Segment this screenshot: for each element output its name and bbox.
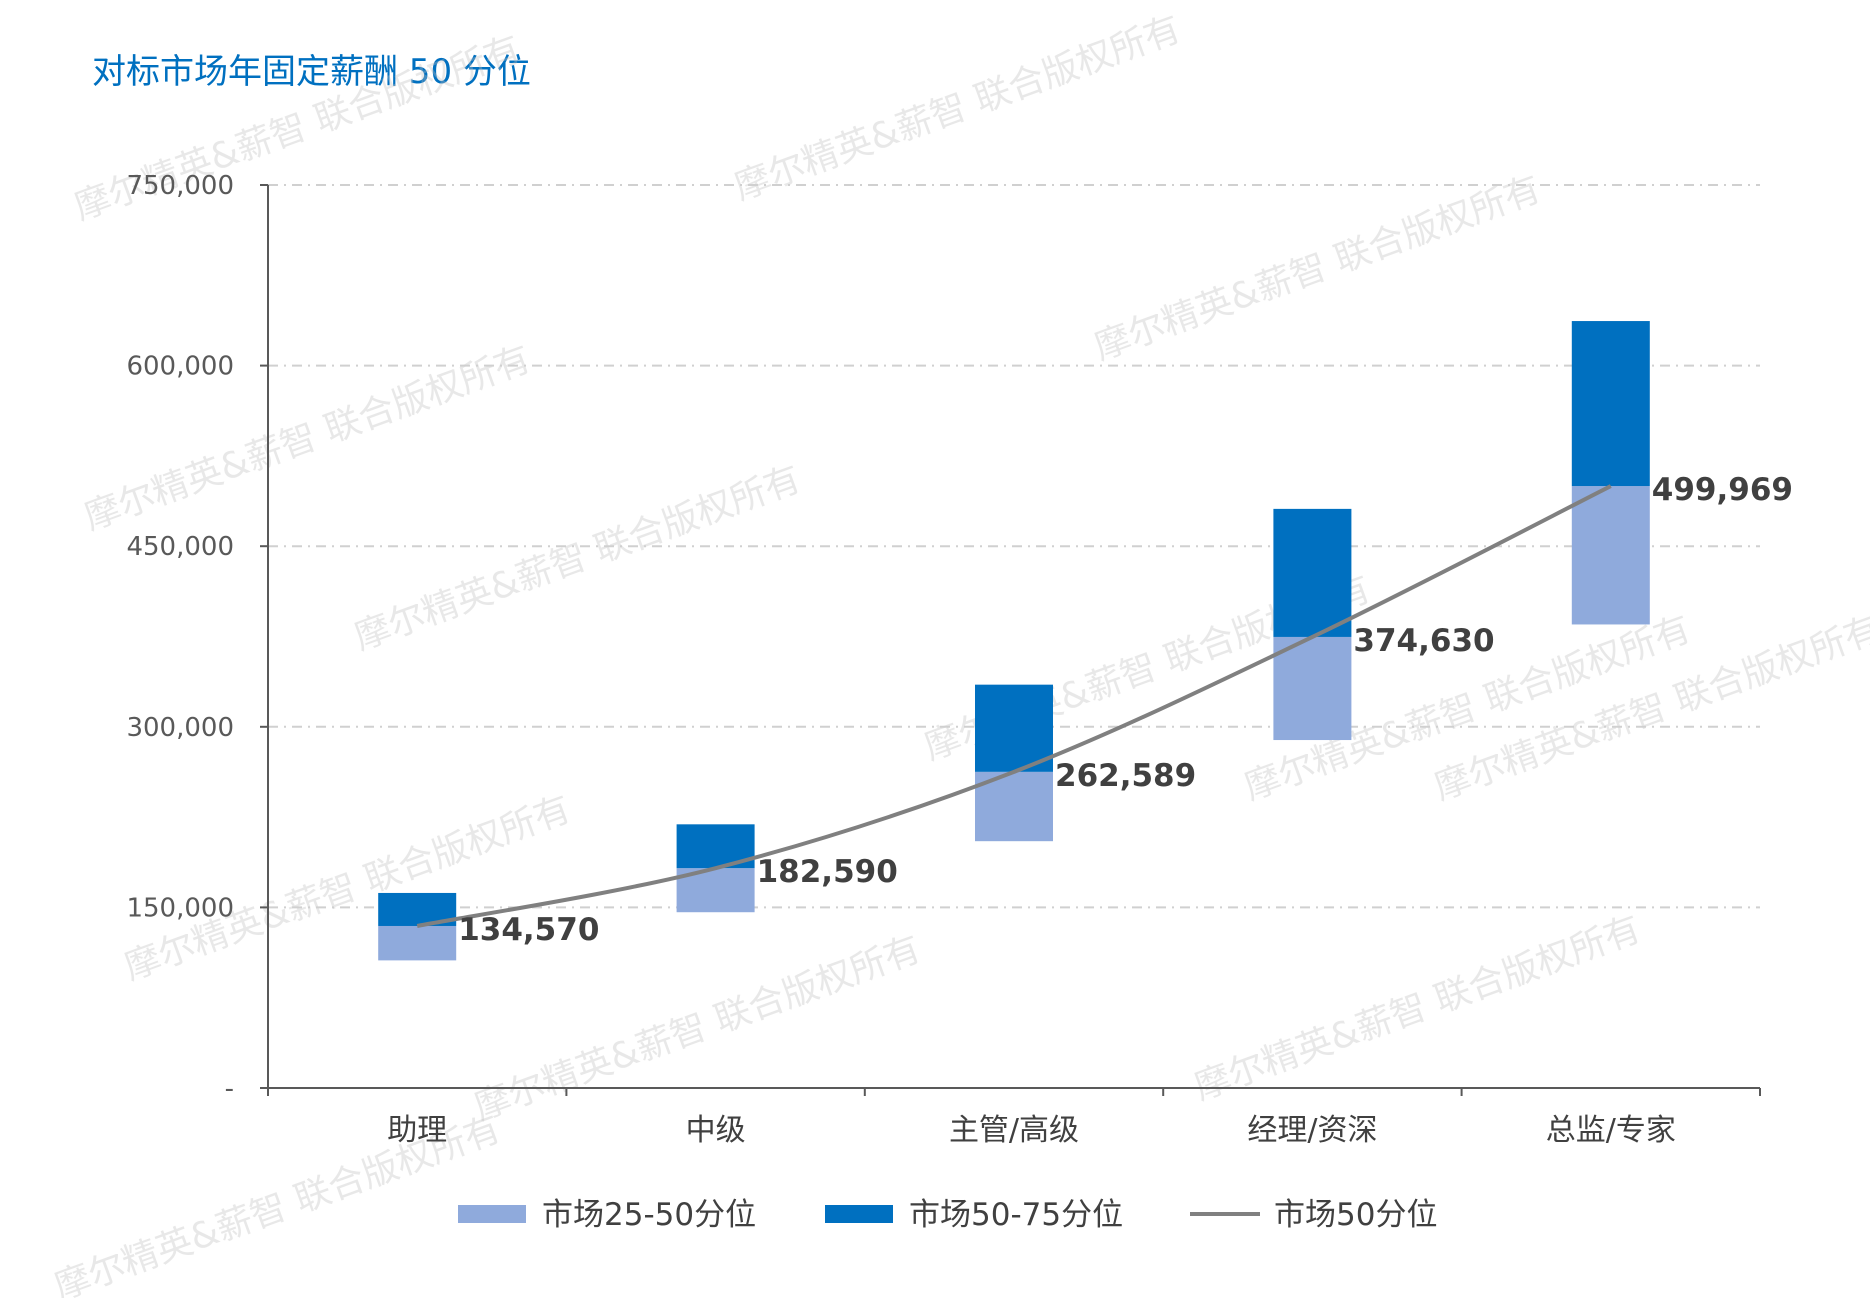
bar-p50-p75 [1273, 508, 1352, 637]
watermark-text: 摩尔精英&薪智 联合版权所有 [729, 9, 1186, 209]
y-tick-label: 750,000 [126, 171, 234, 201]
y-tick-label: 450,000 [126, 532, 234, 562]
median-line-path [416, 484, 1612, 928]
y-tick-label: 150,000 [126, 893, 234, 923]
y-axis-ticks: - 150,000 300,000 450,000 600,000 750,000 [126, 171, 268, 1104]
y-tick-label: 300,000 [126, 713, 234, 743]
data-label: 374,630 [1353, 623, 1494, 659]
legend-label: 市场50分位 [1274, 1197, 1437, 1233]
x-axis-ticks: 助理 中级 主管/高级 经理/资深 总监/专家 [387, 1113, 1676, 1148]
bar-p50-p75 [975, 684, 1053, 772]
watermark-text: 摩尔精英&薪智 联合版权所有 [349, 459, 806, 659]
data-label: 499,969 [1652, 472, 1793, 508]
bar-p25-p50 [378, 925, 457, 961]
watermark-text: 摩尔精英&薪智 联合版权所有 [1189, 909, 1646, 1109]
legend-label: 市场25-50分位 [542, 1197, 756, 1233]
x-tick-label: 经理/资深 [1247, 1113, 1377, 1148]
legend-swatch [458, 1205, 526, 1223]
watermark-text: 摩尔精英&薪智 联合版权所有 [119, 789, 576, 989]
x-tick-label: 总监/专家 [1546, 1113, 1676, 1148]
watermark-text: 摩尔精英&薪智 联合版权所有 [1089, 169, 1546, 369]
bar-p25-p50 [1571, 486, 1650, 625]
bar-p50-p75 [1571, 321, 1650, 487]
x-tick-label: 助理 [387, 1113, 447, 1148]
watermark-text: 摩尔精英&薪智 联合版权所有 [469, 929, 926, 1129]
y-tick-label: - [225, 1074, 234, 1104]
data-label: 182,590 [757, 854, 898, 890]
legend-label: 市场50-75分位 [909, 1197, 1123, 1233]
data-label: 262,589 [1055, 758, 1196, 794]
chart-title: 对标市场年固定薪酬 50 分位 [92, 52, 531, 92]
legend-swatch [825, 1205, 893, 1223]
data-label: 134,570 [458, 912, 599, 948]
bars [378, 321, 1650, 961]
x-tick-label: 主管/高级 [949, 1113, 1079, 1148]
x-tick-label: 中级 [686, 1113, 746, 1148]
median-line [416, 484, 1612, 928]
axes [267, 185, 1761, 1096]
data-labels: 134,570 182,590 262,589 374,630 499,969 [458, 472, 1793, 948]
legend: 市场25-50分位 市场50-75分位 市场50分位 [458, 1197, 1437, 1233]
bar-p25-p50 [1273, 636, 1352, 741]
y-tick-label: 600,000 [126, 352, 234, 382]
